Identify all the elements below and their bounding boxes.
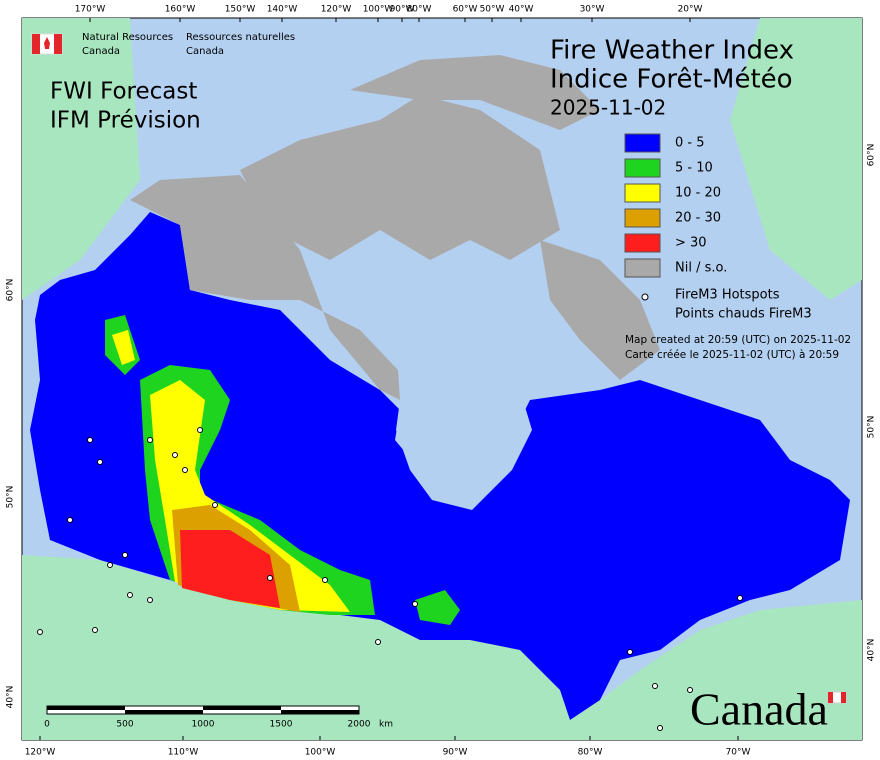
legend-label: FireM3 Hotspots	[675, 288, 780, 303]
fwi-over-30	[180, 530, 280, 608]
graticule-label: 150°W	[225, 5, 256, 15]
graticule-label: 160°W	[165, 5, 196, 15]
title-fr: Indice Forêt-Météo	[550, 65, 793, 95]
alaska	[22, 18, 140, 300]
scale-label: 1000	[192, 720, 215, 730]
fwi-bc-yellow	[112, 330, 135, 365]
graticule-label: 40°W	[509, 5, 534, 15]
scale-bar: 0 500 1000 1500 2000 km	[44, 705, 393, 730]
flag-band	[32, 34, 40, 54]
nil-arctic-2	[350, 55, 600, 130]
legend-label: 0 - 5	[675, 136, 705, 151]
note: Map created at 20:59 (UTC) on 2025-11-02	[625, 334, 851, 346]
graticule-label: 120°W	[321, 5, 352, 15]
graticule-label: 80°W	[407, 5, 432, 15]
wordmark-flag-band	[841, 692, 846, 703]
scale-label: 2000	[348, 720, 371, 730]
legend-label: 5 - 10	[675, 161, 713, 176]
graticule-label: 100°W	[363, 5, 394, 15]
agency-fr: Canada	[186, 46, 224, 57]
agency-en: Natural Resources	[82, 32, 173, 43]
graticule-label: 80°W	[578, 748, 603, 758]
graticule-label: 140°W	[267, 5, 298, 15]
usa	[22, 555, 862, 740]
flag-band	[54, 34, 62, 54]
scale-label: 500	[116, 720, 133, 730]
title-en: Fire Weather Index	[550, 36, 794, 66]
scale-segment	[281, 710, 359, 714]
graticule-label: 70°W	[726, 748, 751, 758]
graticule-label: 40°N	[867, 639, 877, 662]
graticule-label: 20°W	[678, 5, 703, 15]
greenland	[730, 18, 862, 300]
graticule-label: 30°W	[580, 5, 605, 15]
graticule-label: 50°N	[867, 416, 877, 439]
scale-segment	[125, 710, 203, 714]
hotspot-key	[641, 293, 649, 301]
graticule-label: 90°W	[390, 5, 415, 15]
graticule-label: 100°W	[305, 748, 336, 758]
flag-leaf	[44, 37, 50, 49]
scale-label: 0	[44, 720, 50, 730]
legend-swatch	[624, 208, 661, 228]
graticule-label: 40°N	[6, 686, 16, 709]
graticule-label: 120°W	[25, 748, 56, 758]
hotspots	[37, 427, 743, 731]
legend-swatch	[624, 133, 661, 153]
legend-swatch	[624, 158, 661, 178]
nil-baffin	[540, 240, 660, 380]
legend-label: Points chauds FireM3	[675, 307, 812, 322]
scale-unit: km	[379, 720, 393, 730]
legend-swatch	[624, 258, 661, 278]
product-en: FWI Forecast	[50, 79, 197, 105]
nil-arctic-1	[240, 95, 560, 260]
legend-label: 10 - 20	[675, 186, 721, 201]
agency-signature: Natural Resources Canada Ressources natu…	[31, 32, 295, 57]
nil-north	[130, 175, 400, 400]
wordmark-flag-band	[828, 692, 833, 703]
legend-label: > 30	[675, 236, 707, 251]
graticule-label: 110°W	[168, 748, 199, 758]
graticule-label: 60°N	[867, 144, 877, 167]
hudson-bay	[396, 378, 532, 510]
graticule-label: 50°W	[480, 5, 505, 15]
graticule-labels: 170°W 160°W 150°W 140°W 120°W 100°W90°W80°W 60…	[6, 5, 877, 758]
legend-label: 20 - 30	[675, 211, 721, 226]
wordmark: Canada	[690, 684, 828, 735]
note: Carte créée le 2025-11-02 (UTC) à 20:59	[625, 349, 839, 361]
legend-swatch	[624, 233, 661, 253]
agency-fr: Ressources naturelles	[186, 32, 295, 43]
legend-label: Nil / s.o.	[675, 261, 727, 276]
agency-en: Canada	[82, 46, 120, 57]
scale-segment	[47, 706, 125, 710]
map-frame	[21, 17, 863, 741]
product-fr: IFM Prévision	[50, 108, 201, 134]
scale-segment	[203, 706, 281, 710]
graticule-label: 50°N	[6, 486, 16, 509]
graticule-label: 90°W	[443, 748, 468, 758]
graticule-label: 60°N	[6, 279, 16, 302]
legend: FireM3 Hotspots Points chauds FireM3 0 -…	[624, 133, 812, 322]
graticule-label: 60°W	[453, 5, 478, 15]
title-date: 2025-11-02	[550, 96, 666, 120]
graticule-label: 170°W	[75, 5, 106, 15]
legend-swatch	[624, 183, 661, 203]
fwi-east-green	[415, 590, 460, 625]
scale-label: 1500	[270, 720, 293, 730]
